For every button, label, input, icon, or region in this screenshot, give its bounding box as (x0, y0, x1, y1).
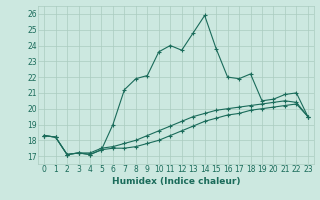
X-axis label: Humidex (Indice chaleur): Humidex (Indice chaleur) (112, 177, 240, 186)
